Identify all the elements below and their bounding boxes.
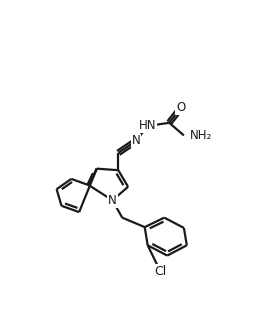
Text: O: O xyxy=(176,101,186,114)
Text: N: N xyxy=(108,194,117,207)
Text: HN: HN xyxy=(139,119,156,132)
Text: Cl: Cl xyxy=(154,265,167,278)
Text: N: N xyxy=(131,134,140,147)
Text: NH₂: NH₂ xyxy=(190,129,213,142)
